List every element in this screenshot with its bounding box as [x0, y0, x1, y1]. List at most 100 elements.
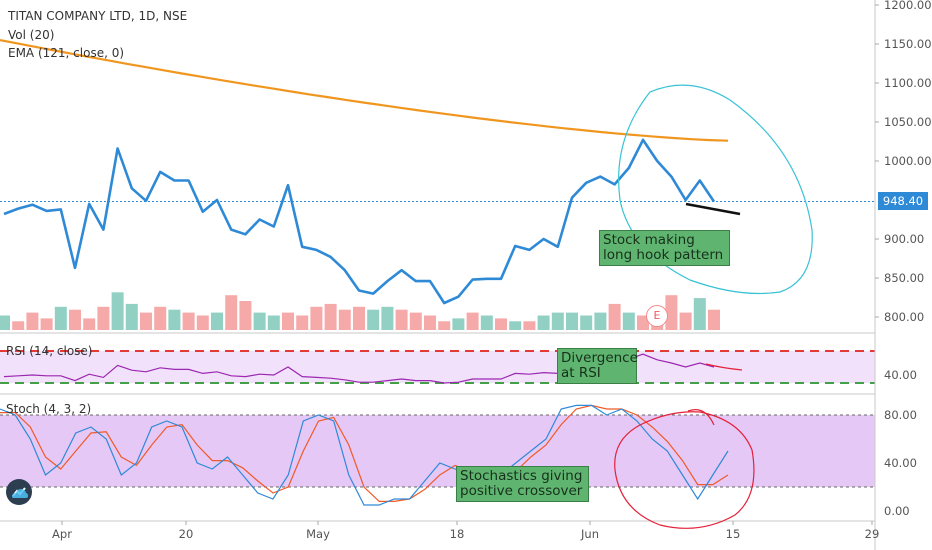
stoch-k-line	[0, 404, 729, 506]
volume-bar	[0, 315, 10, 330]
tradingview-logo[interactable]	[6, 479, 32, 505]
highlight-ellipse	[618, 84, 813, 295]
stoch-label: Stoch (4, 3, 2)	[6, 402, 92, 416]
volume-bar	[608, 303, 621, 330]
price-tick-label: 1100.00	[884, 76, 932, 90]
time-tick-label: May	[306, 527, 330, 541]
volume-bar	[83, 318, 96, 330]
price-tick-label: 1000.00	[884, 154, 932, 168]
volume-bar	[168, 309, 181, 330]
volume-bar	[594, 312, 607, 330]
stoch-band	[0, 415, 875, 487]
rsi-pane	[0, 350, 875, 384]
volume-bar	[452, 318, 465, 330]
volume-bar	[97, 306, 110, 330]
volume-bar	[69, 309, 81, 330]
volume-bar	[708, 309, 720, 330]
hook-pattern-note: Stock making long hook pattern	[599, 230, 730, 266]
volume-bar	[267, 315, 280, 330]
time-tick-label: 29	[865, 527, 880, 541]
volume-bar	[282, 312, 294, 330]
highlight-circle-tail	[687, 409, 715, 426]
stoch-tick-label: 40.00	[884, 456, 917, 470]
price-line	[3, 138, 716, 305]
volume-bar	[211, 312, 223, 330]
stoch-crossover-note: Stochastics giving positive crossover	[456, 466, 589, 502]
drawings	[614, 84, 813, 529]
hook-note-line-1: Stock making	[603, 232, 695, 248]
rsi-note-line-1: Divergence	[561, 350, 638, 366]
volume-bar	[54, 306, 67, 330]
volume-bar	[111, 292, 124, 330]
volume-bar	[253, 312, 266, 330]
price-tick-label: 800.00	[884, 310, 924, 324]
price-tick-label: 1050.00	[884, 115, 932, 129]
volume-bar	[196, 315, 209, 330]
volume-bar	[395, 309, 408, 330]
rsi-band	[0, 351, 875, 383]
rsi-divergence-note: Divergence at RSI	[557, 348, 638, 384]
time-tick-label: 15	[726, 527, 741, 541]
chart-title: TITAN COMPANY LTD, 1D, NSE	[8, 9, 188, 23]
volume-bar	[622, 312, 635, 330]
ema-label: EMA (121, close, 0)	[8, 46, 125, 60]
volume-bar	[310, 306, 323, 330]
price-tick-label: 1150.00	[884, 37, 932, 51]
volume-bar	[466, 312, 479, 330]
volume-bar	[665, 295, 678, 330]
volume-bar	[140, 312, 152, 330]
hook-note-line-2: long hook pattern	[603, 247, 724, 263]
stoch-d-line	[0, 404, 729, 502]
rsi-label: RSI (14, close)	[6, 344, 93, 358]
volume-bar	[424, 315, 436, 330]
price-pane	[0, 39, 875, 330]
volume-bar	[182, 312, 195, 330]
volume-bar	[381, 306, 394, 330]
trend-line	[685, 202, 741, 216]
cloud-icon	[12, 487, 28, 498]
volume-bar	[495, 318, 507, 330]
volume-bar	[239, 301, 252, 330]
stoch-pane	[0, 404, 875, 506]
price-tick-label: 1200.00	[884, 0, 932, 12]
volume-bar	[566, 312, 578, 330]
stoch-tick-label: 0.00	[884, 504, 910, 518]
volume-bar	[40, 318, 53, 330]
volume-bar	[12, 321, 25, 330]
volume-bar	[537, 315, 550, 330]
volume-bar	[480, 315, 493, 330]
volume-bar	[125, 303, 138, 330]
stoch-note-line-1: Stochastics giving	[460, 468, 583, 484]
volume-bar	[367, 309, 380, 330]
volume-bar	[580, 315, 593, 330]
time-tick-label: Apr	[52, 527, 72, 541]
volume-bar	[338, 309, 351, 330]
volume-bar	[296, 315, 309, 330]
volume-bar	[353, 306, 365, 330]
price-tick-label: 850.00	[884, 271, 924, 285]
highlight-circle	[614, 411, 755, 529]
volume-bar	[551, 312, 564, 330]
rsi-note-line-2: at RSI	[561, 365, 601, 381]
volume-label: Vol (20)	[8, 28, 55, 42]
price-tick-label: 900.00	[884, 232, 924, 246]
volume-bar	[409, 312, 422, 330]
stoch-tick-label: 80.00	[884, 408, 917, 422]
time-tick-label: 20	[179, 527, 194, 541]
volume-bar	[438, 321, 451, 330]
volume-bar	[679, 312, 692, 330]
volume-bar	[26, 312, 39, 330]
time-tick-label: Jun	[580, 527, 599, 541]
volume-bar	[693, 298, 706, 330]
stoch-note-line-2: positive crossover	[460, 483, 583, 499]
rsi-tick-label: 40.00	[884, 368, 917, 382]
ema-line	[0, 39, 729, 142]
volume-bar	[154, 306, 167, 330]
time-tick-label: 18	[450, 527, 465, 541]
volume-bar	[225, 295, 238, 330]
earnings-badge[interactable]: E	[646, 305, 668, 327]
volume-bar	[324, 303, 337, 330]
volume-bar	[523, 321, 536, 330]
